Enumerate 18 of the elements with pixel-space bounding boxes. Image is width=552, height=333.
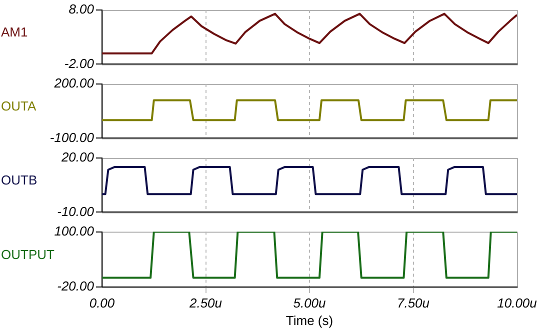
y-tick-label: 200.00 — [53, 76, 95, 91]
y-axis-title: OUTA — [1, 98, 36, 114]
y-axis-title: OUTB — [1, 172, 38, 188]
y-tick-label: -2.00 — [64, 56, 95, 71]
x-axis-title: Time (s) — [286, 312, 334, 328]
y-tick-label: 100.00 — [54, 223, 95, 238]
x-tick-label: 7.50u — [396, 295, 430, 310]
x-tick-label: 2.50u — [188, 295, 222, 310]
x-tick-label: 0.00 — [89, 295, 116, 310]
y-tick-label: -20.00 — [57, 278, 95, 294]
y-tick-label: -100.00 — [50, 130, 95, 145]
x-tick-label: 10.00u — [497, 295, 537, 310]
y-tick-label: 8.00 — [68, 2, 95, 17]
x-tick-label: 5.00u — [293, 295, 326, 310]
y-tick-label: -10.00 — [57, 204, 95, 219]
y-axis-title: AM1 — [1, 24, 28, 40]
y-axis-title: OUTPUT — [1, 246, 54, 262]
y-tick-label: 20.00 — [60, 150, 95, 165]
